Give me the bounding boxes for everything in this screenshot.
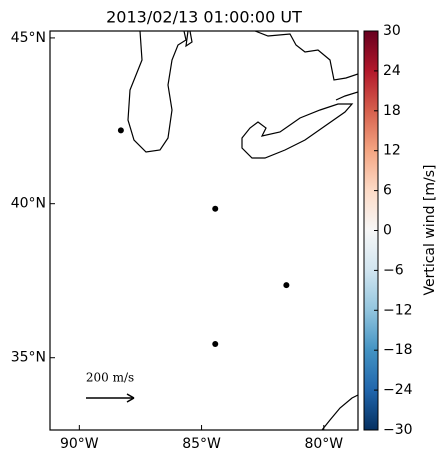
scale-label: 200 m/s	[86, 371, 134, 385]
map-title: 2013/02/13 01:00:00 UT	[106, 8, 302, 27]
colorbar-tick-label: −24	[383, 382, 413, 398]
colorbar-tick-label: 18	[383, 103, 401, 119]
colorbar-tick-label: −30	[383, 422, 413, 438]
colorbar-label: Vertical wind [m/s]	[422, 165, 438, 296]
station-point	[283, 282, 290, 289]
coastlines	[127, 31, 358, 430]
colorbar-tick-label: 12	[383, 143, 401, 159]
scale-arrow-head	[126, 393, 135, 403]
colorbar-tick-label: −12	[383, 302, 413, 318]
station-point	[212, 205, 219, 212]
x-tick-label: 80°W	[304, 436, 343, 452]
x-tick-label: 90°W	[60, 436, 99, 452]
x-tick-label: 85°W	[182, 436, 221, 452]
colorbar-tick-label: −18	[383, 342, 413, 358]
colorbar-tick-label: 30	[383, 23, 401, 39]
y-tick-label: 45°N	[11, 30, 46, 46]
colorbar-tick-label: 24	[383, 63, 401, 79]
station-point	[117, 127, 124, 134]
colorbar-tick-label: −6	[383, 262, 404, 278]
station-point	[212, 340, 219, 347]
map-frame	[49, 30, 359, 431]
colorbar-tick-label: 6	[383, 183, 392, 199]
y-tick-label: 35°N	[11, 350, 46, 366]
y-tick-label: 40°N	[11, 196, 46, 212]
colorbar-tick-label: 0	[383, 223, 392, 239]
